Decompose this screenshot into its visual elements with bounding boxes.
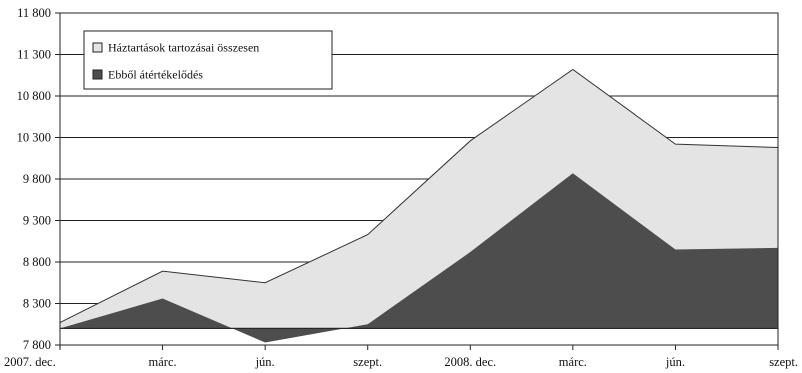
y-tick-label: 10 300 xyxy=(17,131,51,145)
y-tick-label: 9 300 xyxy=(23,214,51,228)
y-tick-label: 7 800 xyxy=(23,338,51,352)
x-tick-label: márc. xyxy=(559,355,587,369)
x-tick-label: jún. xyxy=(255,355,275,369)
chart-areas xyxy=(59,68,779,343)
legend-swatch-total xyxy=(92,42,103,53)
x-tick-label: márc. xyxy=(149,355,177,369)
y-tick-label: 11 800 xyxy=(17,6,51,20)
y-tick-label: 8 800 xyxy=(23,255,51,269)
y-tick-label: 8 300 xyxy=(23,297,51,311)
y-tick-label: 9 800 xyxy=(23,172,51,186)
area-series-revaluation xyxy=(60,173,778,343)
legend-label-total: Háztartások tartozásai összesen xyxy=(108,41,259,55)
x-tick-label: 2008. dec. xyxy=(444,355,496,369)
x-tick-label: szept. xyxy=(769,355,798,369)
x-tick-label: szept. xyxy=(353,355,382,369)
legend-box xyxy=(83,30,333,90)
x-tick-label: 2007. dec. xyxy=(4,355,56,369)
legend: Háztartások tartozásai összesen Ebből át… xyxy=(83,30,333,90)
x-tick-label: jún. xyxy=(665,355,685,369)
y-tick-label: 11 300 xyxy=(17,48,51,62)
legend-label-revaluation: Ebből átértékelődés xyxy=(108,68,203,82)
y-axis-ticks: 11 800 11 300 10 800 10 300 9 800 9 300 8 800 8… xyxy=(17,6,60,352)
y-tick-label: 10 800 xyxy=(17,89,51,103)
x-axis-ticks: 2007. dec. márc. jún. szept. 2008. dec. márc.… xyxy=(4,345,798,369)
legend-swatch-revaluation xyxy=(92,69,103,80)
